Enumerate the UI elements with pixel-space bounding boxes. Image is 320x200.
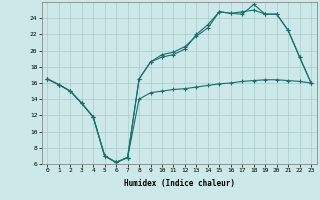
X-axis label: Humidex (Indice chaleur): Humidex (Indice chaleur) bbox=[124, 179, 235, 188]
